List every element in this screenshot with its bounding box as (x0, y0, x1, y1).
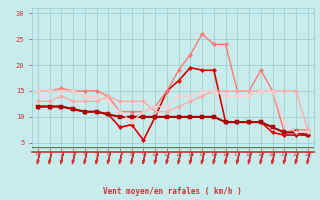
Text: Vent moyen/en rafales ( km/h ): Vent moyen/en rafales ( km/h ) (103, 188, 242, 196)
